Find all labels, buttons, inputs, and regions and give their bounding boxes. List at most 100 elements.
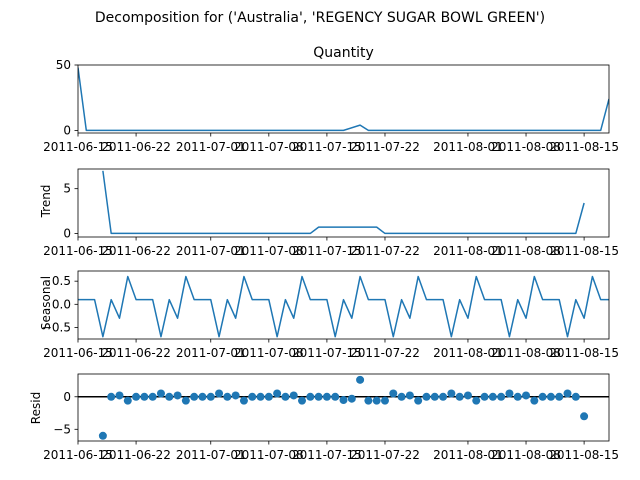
resid-point-24 xyxy=(298,396,307,405)
resid-point-23 xyxy=(289,391,298,400)
resid-point-10 xyxy=(181,396,190,405)
resid-point-9 xyxy=(173,391,182,400)
resid-xtick-label-1: 2011-06-22 xyxy=(101,448,171,462)
quantity-ytick-label-1: 50 xyxy=(56,58,71,72)
seasonal-xtick-label-4: 2011-07-15 xyxy=(292,346,362,360)
resid-point-36 xyxy=(397,392,406,401)
resid-point-39 xyxy=(422,392,431,401)
trend-ytick-label-0: 0 xyxy=(63,226,71,240)
trend-ylabel: Trend xyxy=(39,185,53,219)
resid-point-37 xyxy=(405,391,414,400)
resid-point-32 xyxy=(364,396,373,405)
resid-point-55 xyxy=(555,392,564,401)
resid-point-34 xyxy=(380,396,389,405)
resid-xtick-label-4: 2011-07-15 xyxy=(292,448,362,462)
resid-point-53 xyxy=(538,392,547,401)
resid-point-47 xyxy=(488,392,497,401)
resid-point-25 xyxy=(306,392,315,401)
resid-point-7 xyxy=(156,389,165,398)
quantity-panel-title: Quantity xyxy=(313,45,374,61)
resid-point-27 xyxy=(322,392,331,401)
resid-point-30 xyxy=(347,394,356,403)
resid-point-18 xyxy=(248,392,257,401)
seasonal-xtick-label-7: 2011-08-08 xyxy=(491,346,561,360)
seasonal-xtick-label-3: 2011-07-08 xyxy=(234,346,304,360)
resid-axes-frame xyxy=(77,373,610,442)
resid-point-29 xyxy=(339,396,348,405)
resid-xtick-label-5: 2011-07-22 xyxy=(350,448,420,462)
figure-suptitle: Decomposition for ('Australia', 'REGENCY… xyxy=(95,10,545,26)
trend-xtick-label-4: 2011-07-15 xyxy=(292,244,362,258)
resid-point-28 xyxy=(331,392,340,401)
resid-xtick-label-3: 2011-07-08 xyxy=(234,448,304,462)
resid-point-17 xyxy=(239,396,248,405)
resid-ylabel: Resid xyxy=(29,392,43,424)
resid-point-51 xyxy=(522,391,531,400)
seasonal-series-line xyxy=(78,275,609,338)
resid-point-58 xyxy=(580,412,589,421)
quantity-xtick-label-6: 2011-08-01 xyxy=(433,140,503,154)
resid-point-16 xyxy=(231,391,240,400)
trend-xtick-label-5: 2011-07-22 xyxy=(350,244,420,258)
seasonal-xtick-label-6: 2011-08-01 xyxy=(433,346,503,360)
quantity-xtick-label-4: 2011-07-15 xyxy=(292,140,362,154)
seasonal-xtick-label-0: 2011-06-15 xyxy=(43,346,113,360)
seasonal-ylabel: Seasonal xyxy=(39,276,53,330)
trend-xtick-label-2: 2011-07-01 xyxy=(176,244,246,258)
resid-point-46 xyxy=(480,392,489,401)
trend-xtick-label-0: 2011-06-15 xyxy=(43,244,113,258)
resid-point-52 xyxy=(530,396,539,405)
resid-xtick-label-0: 2011-06-15 xyxy=(43,448,113,462)
resid-ytick-label-1: −5 xyxy=(53,422,71,436)
resid-ytick-label-0: 0 xyxy=(63,390,71,404)
resid-point-43 xyxy=(455,392,464,401)
resid-point-3 xyxy=(123,396,132,405)
quantity-xtick-label-2: 2011-07-01 xyxy=(176,140,246,154)
resid-point-31 xyxy=(356,375,365,384)
trend-ytick-label-1: 5 xyxy=(63,182,71,196)
resid-xtick-label-2: 2011-07-01 xyxy=(176,448,246,462)
seasonal-xtick-label-8: 2011-08-15 xyxy=(549,346,619,360)
resid-point-38 xyxy=(414,396,423,405)
quantity-xtick-label-8: 2011-08-15 xyxy=(549,140,619,154)
resid-point-41 xyxy=(439,392,448,401)
resid-point-14 xyxy=(215,389,224,398)
resid-point-0 xyxy=(98,431,107,440)
resid-point-21 xyxy=(273,389,282,398)
resid-point-2 xyxy=(115,391,124,400)
resid-point-57 xyxy=(571,392,580,401)
resid-point-5 xyxy=(140,392,149,401)
resid-point-45 xyxy=(472,396,481,405)
quantity-xtick-label-3: 2011-07-08 xyxy=(234,140,304,154)
resid-point-1 xyxy=(107,392,116,401)
resid-point-50 xyxy=(513,392,522,401)
trend-axes-frame xyxy=(77,168,610,238)
resid-xtick-label-7: 2011-08-08 xyxy=(491,448,561,462)
resid-point-6 xyxy=(148,392,157,401)
seasonal-ytick-label-0: 0.5 xyxy=(52,274,71,288)
resid-point-19 xyxy=(256,392,265,401)
trend-xtick-label-6: 2011-08-01 xyxy=(433,244,503,258)
quantity-xtick-label-0: 2011-06-15 xyxy=(43,140,113,154)
resid-point-13 xyxy=(206,392,215,401)
seasonal-ytick-label-2: −0.5 xyxy=(42,320,71,334)
resid-point-48 xyxy=(497,392,506,401)
resid-point-15 xyxy=(223,392,232,401)
resid-xtick-label-6: 2011-08-01 xyxy=(433,448,503,462)
resid-point-26 xyxy=(314,392,323,401)
quantity-xtick-label-1: 2011-06-22 xyxy=(101,140,171,154)
resid-point-20 xyxy=(264,392,273,401)
quantity-ytick-label-0: 0 xyxy=(63,123,71,137)
trend-xtick-label-8: 2011-08-15 xyxy=(549,244,619,258)
seasonal-xtick-label-2: 2011-07-01 xyxy=(176,346,246,360)
seasonal-axes-frame xyxy=(77,270,610,340)
seasonal-ytick-label-1: 0.0 xyxy=(52,297,71,311)
resid-point-11 xyxy=(190,392,199,401)
trend-xtick-label-7: 2011-08-08 xyxy=(491,244,561,258)
resid-point-42 xyxy=(447,389,456,398)
